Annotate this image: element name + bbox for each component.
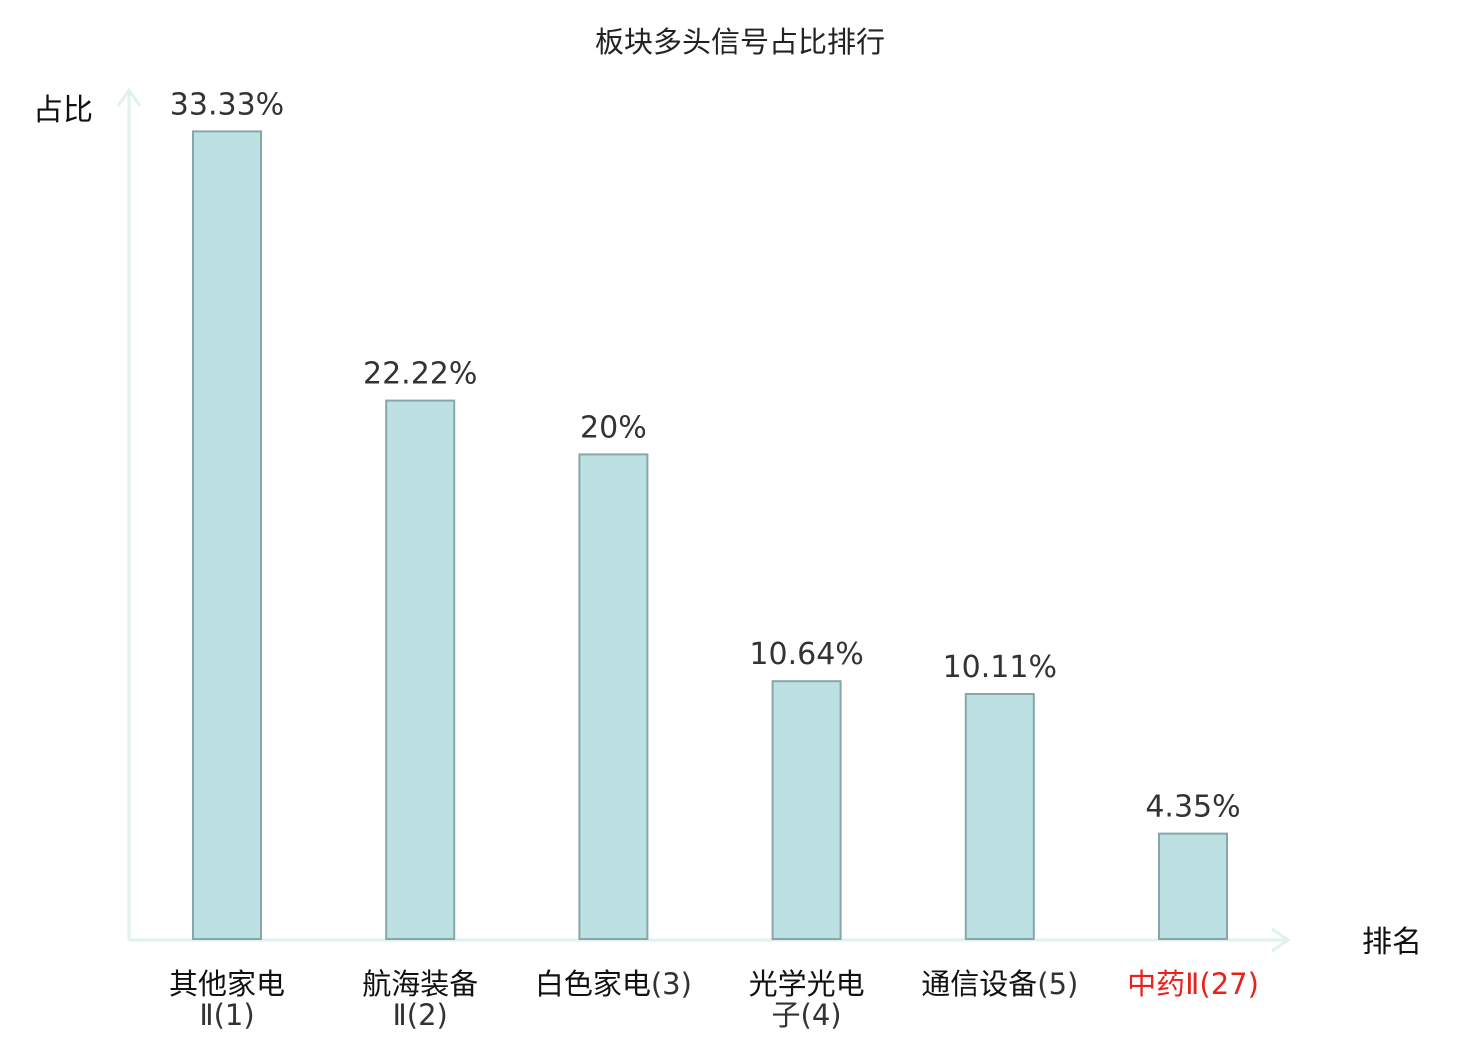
value-label-6: 4.35% [1145, 790, 1240, 825]
category-label-6: 中药Ⅱ(27) [1127, 967, 1259, 1001]
chart-title: 板块多头信号占比排行 [595, 25, 885, 59]
x-axis [129, 927, 1291, 953]
x-axis-label: 排名 [1362, 925, 1422, 960]
category-rank-4: 子(4) [772, 998, 842, 1032]
value-label-5: 10.11% [943, 650, 1057, 685]
category-rank-3: (3) [651, 967, 692, 1001]
category-name-6: 中药Ⅱ [1127, 967, 1199, 1001]
value-labels-group: 33.33% 22.22% 20% 10.64% 10.11% 4.35% [170, 87, 1241, 824]
category-name-5: 通信设备 [921, 967, 1037, 1001]
bar-6 [1158, 832, 1228, 940]
category-label-2: 航海装备 [362, 967, 478, 1001]
bar-3 [578, 453, 649, 940]
category-rank-2: Ⅱ(2) [393, 998, 448, 1032]
category-label-3: 白色家电(3) [535, 967, 692, 1001]
bar-4 [771, 680, 842, 940]
category-rank-1: Ⅱ(1) [199, 998, 254, 1032]
category-label-4: 光学光电 [749, 967, 865, 1001]
value-label-2: 22.22% [363, 357, 477, 392]
category-name-3: 白色家电 [535, 967, 651, 1001]
bars-group [192, 130, 1228, 941]
value-label-1: 33.33% [170, 87, 284, 122]
category-label-5: 通信设备(5) [921, 967, 1078, 1001]
bar-2 [385, 399, 456, 941]
value-label-4: 10.64% [749, 637, 863, 672]
y-axis-label: 占比 [33, 93, 93, 128]
category-label-1: 其他家电 [169, 967, 285, 1001]
value-label-3: 20% [580, 410, 647, 445]
category-rank-6: (27) [1199, 967, 1259, 1001]
category-rank-5: (5) [1037, 967, 1078, 1001]
bar-5 [964, 693, 1035, 940]
y-axis [116, 87, 142, 940]
bar-1 [192, 130, 262, 940]
